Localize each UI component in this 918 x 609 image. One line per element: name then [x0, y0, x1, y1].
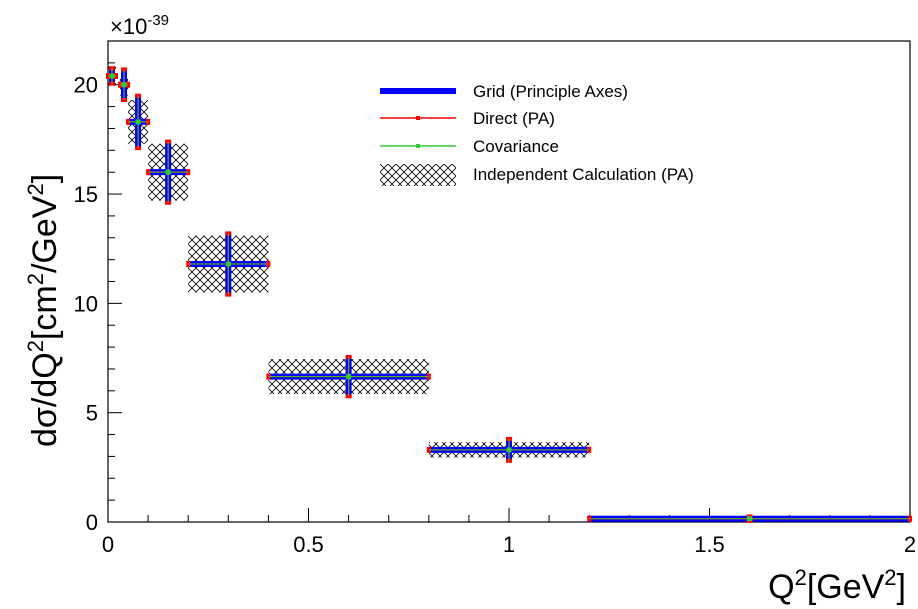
x-tick-label: 0: [102, 532, 114, 557]
covariance-marker: [121, 82, 127, 88]
x-tick-label: 2: [904, 532, 916, 557]
legend-independent-label: Independent Calculation (PA): [473, 165, 694, 184]
x-tick-label: 1: [503, 532, 515, 557]
covariance-marker: [109, 73, 115, 79]
legend: Grid (Principle Axes) Direct (PA) Covari…: [380, 82, 694, 186]
covariance-marker: [165, 169, 171, 175]
y-tick-label: 10: [74, 291, 98, 316]
y-tick-label: 0: [86, 510, 98, 535]
covariance-marker: [135, 119, 141, 125]
legend-covariance-marker: [416, 144, 420, 148]
y-multiplier: ×10-39: [110, 12, 169, 39]
covariance-marker: [346, 374, 352, 380]
y-tick-label: 20: [74, 73, 98, 98]
x-tick-label: 0.5: [293, 532, 324, 557]
covariance-marker: [225, 261, 231, 267]
x-axis-title: Q2[GeV2]: [768, 565, 906, 606]
x-tick-label: 1.5: [694, 532, 725, 557]
y-axis-title: dσ/dQ2[cm2/GeV2]: [23, 174, 64, 447]
covariance-marker: [747, 516, 753, 522]
legend-covariance-label: Covariance: [473, 137, 559, 156]
covariance-marker: [506, 447, 512, 453]
y-tick-label: 5: [86, 401, 98, 426]
legend-independent-symbol: [380, 164, 456, 186]
legend-direct-label: Direct (PA): [473, 109, 555, 128]
legend-grid-label: Grid (Principle Axes): [473, 82, 628, 101]
legend-direct-marker: [416, 116, 420, 120]
y-tick-label: 15: [74, 182, 98, 207]
